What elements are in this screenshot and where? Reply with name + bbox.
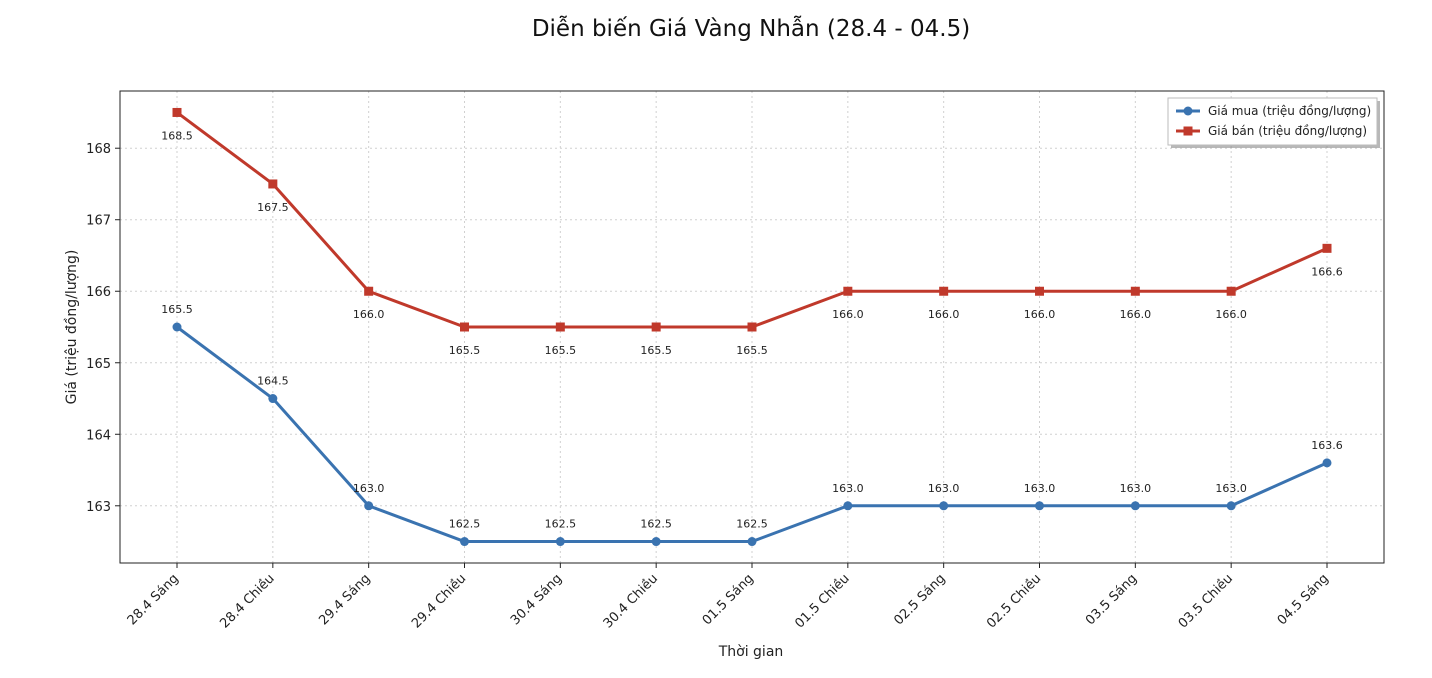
sell-price-point	[1130, 286, 1140, 296]
x-tick-label: 02.5 Chiều	[984, 571, 1044, 631]
sell-price-point	[364, 286, 374, 296]
buy-price-point	[1322, 458, 1332, 468]
buy-price-point	[1130, 501, 1140, 511]
series-layer	[172, 107, 1332, 547]
legend-entry: Giá mua (triệu đồng/lượng)	[1208, 104, 1371, 118]
y-tick-label: 167	[86, 214, 111, 229]
buy-price-label: 163.0	[832, 482, 864, 495]
buy-price-label: 162.5	[736, 518, 768, 531]
sell-price-point	[1226, 286, 1236, 296]
sell-price-point	[555, 322, 565, 332]
legend-entry: Giá bán (triệu đồng/lượng)	[1208, 124, 1367, 138]
buy-price-point	[843, 501, 853, 511]
y-tick-label: 163	[86, 500, 111, 515]
buy-price-label: 162.5	[640, 518, 672, 531]
sell-price-point	[747, 322, 757, 332]
buy-price-label: 164.5	[257, 375, 289, 388]
sell-price-label: 165.5	[545, 344, 577, 357]
sell-price-label: 166.0	[1024, 308, 1056, 321]
x-tick-label: 03.5 Sáng	[1083, 571, 1140, 628]
sell-price-point	[1322, 243, 1332, 253]
sell-price-label: 166.6	[1311, 265, 1343, 278]
buy-price-label: 165.5	[161, 303, 193, 316]
buy-price-label: 163.0	[928, 482, 960, 495]
legend-marker	[1183, 126, 1193, 136]
buy-price-label: 163.0	[1024, 482, 1056, 495]
chart-title: Diễn biến Giá Vàng Nhẫn (28.4 - 04.5)	[532, 14, 970, 42]
x-axis-label: Thời gian	[718, 644, 784, 660]
sell-price-label: 166.0	[832, 308, 864, 321]
sell-price-point	[651, 322, 661, 332]
buy-price-point	[172, 322, 182, 332]
legend: Giá mua (triệu đồng/lượng) Giá bán (triệu…	[1167, 97, 1380, 148]
buy-price-label: 163.0	[353, 482, 385, 495]
sell-price-point	[843, 286, 853, 296]
buy-price-label: 163.0	[1215, 482, 1247, 495]
buy-price-label: 163.0	[1120, 482, 1152, 495]
buy-price-point	[1226, 501, 1236, 511]
x-tick-label: 04.5 Sáng	[1275, 571, 1332, 628]
sell-price-point	[268, 179, 278, 189]
sell-price-point	[172, 107, 182, 117]
sell-price-label: 166.0	[353, 308, 385, 321]
legend-marker	[1183, 106, 1193, 116]
sell-price-point	[939, 286, 949, 296]
x-tick-label: 02.5 Sáng	[891, 571, 948, 628]
x-tick-label: 30.4 Chiều	[601, 571, 661, 631]
x-tick-label: 01.5 Chiều	[792, 571, 852, 631]
sell-price-label: 168.5	[161, 129, 193, 142]
x-tick-label: 29.4 Chiều	[409, 571, 469, 631]
x-tick-label: 01.5 Sáng	[700, 571, 757, 628]
x-tick-label: 03.5 Chiều	[1176, 571, 1236, 631]
buy-price-point	[747, 537, 757, 547]
sell-price-point	[460, 322, 469, 332]
buy-price-point	[1035, 501, 1044, 511]
buy-price-point	[268, 394, 278, 404]
sell-price-label: 167.5	[257, 201, 289, 214]
sell-price-label: 166.0	[1215, 308, 1247, 321]
sell-price-point	[1035, 286, 1044, 296]
y-tick-label: 164	[86, 428, 111, 443]
data-labels: 165.5 164.5 163.0 162.5 162.5 162.5 162.5 163.0…	[161, 129, 1343, 530]
buy-price-point	[460, 537, 469, 547]
buy-price-point	[939, 501, 949, 511]
x-tick-label: 28.4 Sáng	[125, 571, 182, 628]
buy-price-point	[651, 537, 661, 547]
sell-price-label: 165.5	[640, 344, 672, 357]
sell-price-label: 165.5	[736, 344, 768, 357]
y-tick-label: 168	[86, 142, 111, 157]
x-tick-label: 30.4 Sáng	[508, 571, 565, 628]
buy-price-label: 162.5	[545, 518, 577, 531]
sell-price-label: 165.5	[449, 344, 481, 357]
buy-price-label: 162.5	[449, 518, 481, 531]
y-tick-label: 166	[86, 285, 111, 300]
legend-box	[1167, 97, 1378, 146]
y-axis-label: Giá (triệu đồng/lượng)	[63, 250, 80, 405]
buy-price-label: 163.6	[1311, 439, 1343, 452]
y-tick-label: 165	[86, 357, 111, 372]
x-tick-label: 29.4 Sáng	[316, 571, 373, 628]
sell-price-label: 166.0	[1120, 308, 1152, 321]
sell-price-label: 166.0	[928, 308, 960, 321]
x-tick-label: 28.4 Chiều	[217, 571, 277, 631]
buy-price-point	[555, 537, 565, 547]
buy-price-point	[364, 501, 374, 511]
